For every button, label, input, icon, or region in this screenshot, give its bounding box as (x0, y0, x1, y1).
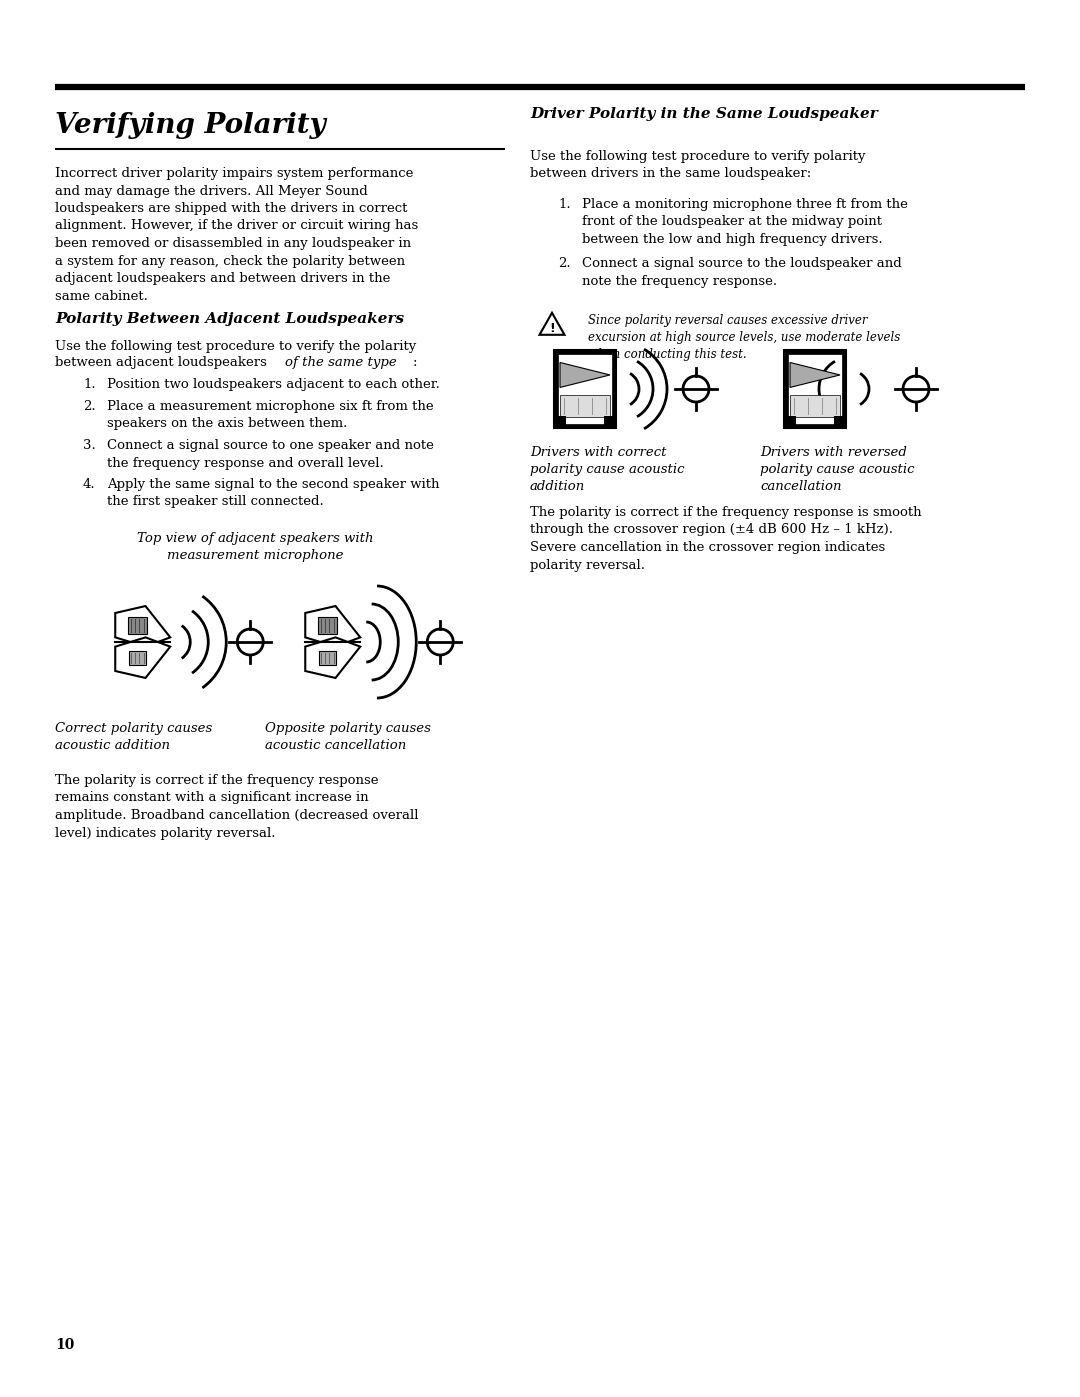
Polygon shape (306, 606, 361, 647)
FancyBboxPatch shape (129, 651, 146, 665)
Text: Position two loudspeakers adjacent to each other.: Position two loudspeakers adjacent to ea… (107, 379, 440, 391)
Polygon shape (540, 313, 565, 335)
Text: Use the following test procedure to verify polarity
between drivers in the same : Use the following test procedure to veri… (530, 149, 865, 180)
Polygon shape (116, 637, 171, 678)
Text: :: : (413, 356, 418, 369)
FancyBboxPatch shape (784, 351, 846, 427)
FancyBboxPatch shape (834, 416, 846, 427)
Text: Polarity Between Adjacent Loudspeakers: Polarity Between Adjacent Loudspeakers (55, 312, 404, 326)
Polygon shape (561, 362, 610, 387)
FancyBboxPatch shape (558, 353, 612, 425)
Text: Connect a signal source to one speaker and note
the frequency response and overa: Connect a signal source to one speaker a… (107, 439, 434, 469)
Text: 1.: 1. (558, 198, 570, 211)
Text: Place a measurement microphone six ft from the
speakers on the axis between them: Place a measurement microphone six ft fr… (107, 400, 434, 430)
Text: The polarity is correct if the frequency response is smooth
through the crossove: The polarity is correct if the frequency… (530, 506, 921, 571)
FancyBboxPatch shape (554, 351, 616, 427)
FancyBboxPatch shape (788, 353, 842, 425)
Polygon shape (116, 606, 171, 647)
Text: Apply the same signal to the second speaker with
the first speaker still connect: Apply the same signal to the second spea… (107, 478, 440, 509)
Polygon shape (789, 362, 840, 387)
Text: 4.: 4. (83, 478, 96, 490)
Text: between adjacent loudspeakers: between adjacent loudspeakers (55, 356, 271, 369)
Text: 2.: 2. (83, 400, 96, 414)
Text: Drivers with correct
polarity cause acoustic
addition: Drivers with correct polarity cause acou… (530, 446, 685, 493)
FancyBboxPatch shape (561, 395, 610, 418)
FancyBboxPatch shape (318, 617, 337, 634)
Text: Use the following test procedure to verify the polarity: Use the following test procedure to veri… (55, 339, 416, 353)
Text: The polarity is correct if the frequency response
remains constant with a signif: The polarity is correct if the frequency… (55, 774, 419, 840)
FancyBboxPatch shape (784, 416, 796, 427)
Text: Connect a signal source to the loudspeaker and
note the frequency response.: Connect a signal source to the loudspeak… (582, 257, 902, 288)
Text: 2.: 2. (558, 257, 570, 270)
Text: Top view of adjacent speakers with
measurement microphone: Top view of adjacent speakers with measu… (137, 532, 374, 562)
Text: Correct polarity causes
acoustic addition: Correct polarity causes acoustic additio… (55, 722, 213, 752)
FancyBboxPatch shape (604, 416, 616, 427)
Text: Since polarity reversal causes excessive driver
excursion at high source levels,: Since polarity reversal causes excessive… (588, 314, 901, 360)
Text: 10: 10 (55, 1338, 75, 1352)
Text: 3.: 3. (83, 439, 96, 453)
Text: Drivers with reversed
polarity cause acoustic
cancellation: Drivers with reversed polarity cause aco… (760, 446, 915, 493)
Text: Incorrect driver polarity impairs system performance
and may damage the drivers.: Incorrect driver polarity impairs system… (55, 168, 418, 303)
Polygon shape (306, 637, 361, 678)
Text: of the same type: of the same type (285, 356, 396, 369)
Text: Opposite polarity causes
acoustic cancellation: Opposite polarity causes acoustic cancel… (265, 722, 431, 752)
Text: !: ! (549, 321, 555, 334)
Text: Verifying Polarity: Verifying Polarity (55, 112, 326, 138)
FancyBboxPatch shape (127, 617, 147, 634)
Text: Place a monitoring microphone three ft from the
front of the loudspeaker at the : Place a monitoring microphone three ft f… (582, 198, 908, 246)
FancyBboxPatch shape (554, 416, 566, 427)
Text: Driver Polarity in the Same Loudspeaker: Driver Polarity in the Same Loudspeaker (530, 108, 878, 122)
Text: 1.: 1. (83, 379, 96, 391)
FancyBboxPatch shape (789, 395, 840, 418)
FancyBboxPatch shape (319, 651, 336, 665)
